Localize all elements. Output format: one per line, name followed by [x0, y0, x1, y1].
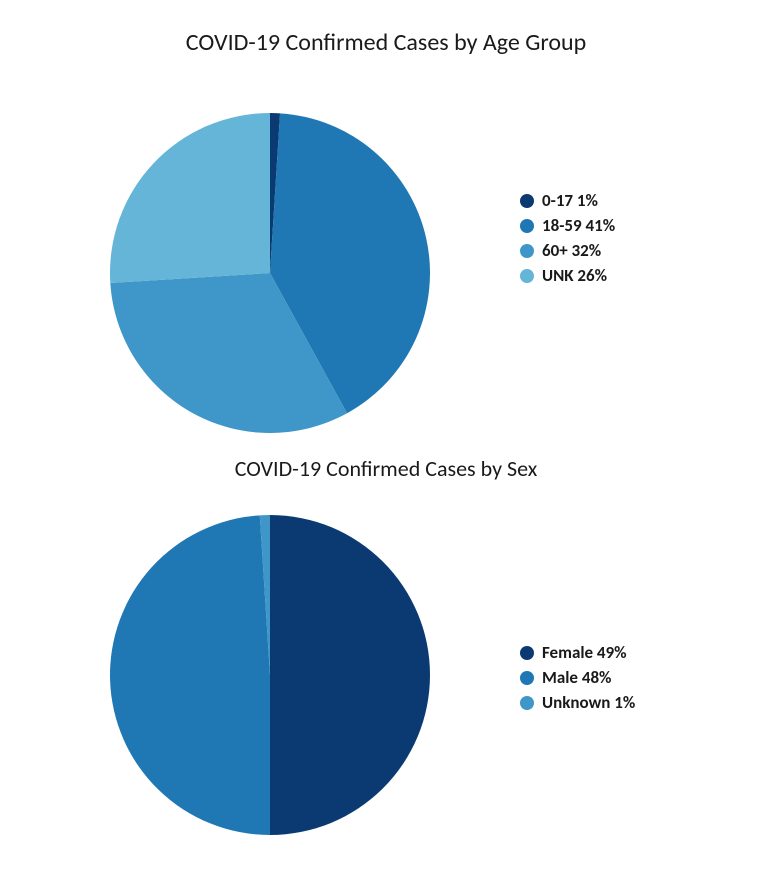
age-group-chart-body: 0-17 1% 18-59 41% 60+ 32% UNK 26%: [0, 57, 772, 453]
legend-swatch: [520, 671, 534, 685]
legend-swatch: [520, 194, 534, 208]
legend-item: UNK 26%: [520, 265, 615, 286]
sex-chart: COVID-19 Confirmed Cases by Sex Female 4…: [0, 455, 772, 875]
legend-item: 0-17 1%: [520, 190, 615, 211]
legend-item: 60+ 32%: [520, 240, 615, 261]
age-group-legend: 0-17 1% 18-59 41% 60+ 32% UNK 26%: [520, 188, 615, 288]
pie-slice: [110, 113, 270, 283]
sex-chart-body: Female 49% Male 48% Unknown 1%: [0, 482, 772, 870]
legend-label: 60+ 32%: [542, 240, 601, 261]
sex-legend: Female 49% Male 48% Unknown 1%: [520, 640, 635, 715]
legend-item: Female 49%: [520, 642, 635, 663]
legend-item: Male 48%: [520, 667, 635, 688]
legend-label: UNK 26%: [542, 265, 607, 286]
legend-label: 18-59 41%: [542, 215, 615, 236]
legend-swatch: [520, 646, 534, 660]
legend-swatch: [520, 269, 534, 283]
legend-swatch: [520, 696, 534, 710]
pie-slice: [110, 515, 270, 835]
legend-swatch: [520, 219, 534, 233]
legend-item: 18-59 41%: [520, 215, 615, 236]
age-group-chart: COVID-19 Confirmed Cases by Age Group 0-…: [0, 18, 772, 458]
legend-item: Unknown 1%: [520, 692, 635, 713]
pie-slice: [270, 515, 430, 835]
sex-pie: [0, 482, 772, 870]
legend-swatch: [520, 244, 534, 258]
legend-label: Male 48%: [542, 667, 611, 688]
age-group-chart-title: COVID-19 Confirmed Cases by Age Group: [0, 28, 772, 57]
legend-label: 0-17 1%: [542, 190, 598, 211]
legend-label: Unknown 1%: [542, 692, 635, 713]
age-group-pie: [0, 57, 772, 453]
legend-label: Female 49%: [542, 642, 627, 663]
sex-chart-title: COVID-19 Confirmed Cases by Sex: [0, 455, 772, 482]
